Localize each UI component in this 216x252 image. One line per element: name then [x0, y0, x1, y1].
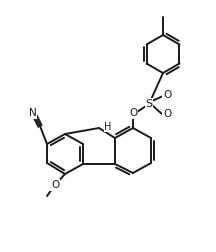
- Text: N: N: [29, 108, 37, 118]
- Text: O: O: [51, 180, 59, 190]
- Text: H: H: [104, 122, 111, 132]
- Text: O: O: [163, 90, 171, 100]
- Text: O: O: [51, 180, 59, 190]
- Text: S: S: [145, 99, 152, 109]
- Text: O: O: [129, 108, 137, 118]
- Text: S: S: [145, 99, 152, 109]
- Text: O: O: [163, 109, 171, 119]
- Text: H: H: [104, 122, 111, 132]
- Text: O: O: [163, 109, 171, 119]
- Text: O: O: [163, 90, 171, 100]
- Text: O: O: [129, 108, 137, 118]
- Text: N: N: [29, 108, 37, 118]
